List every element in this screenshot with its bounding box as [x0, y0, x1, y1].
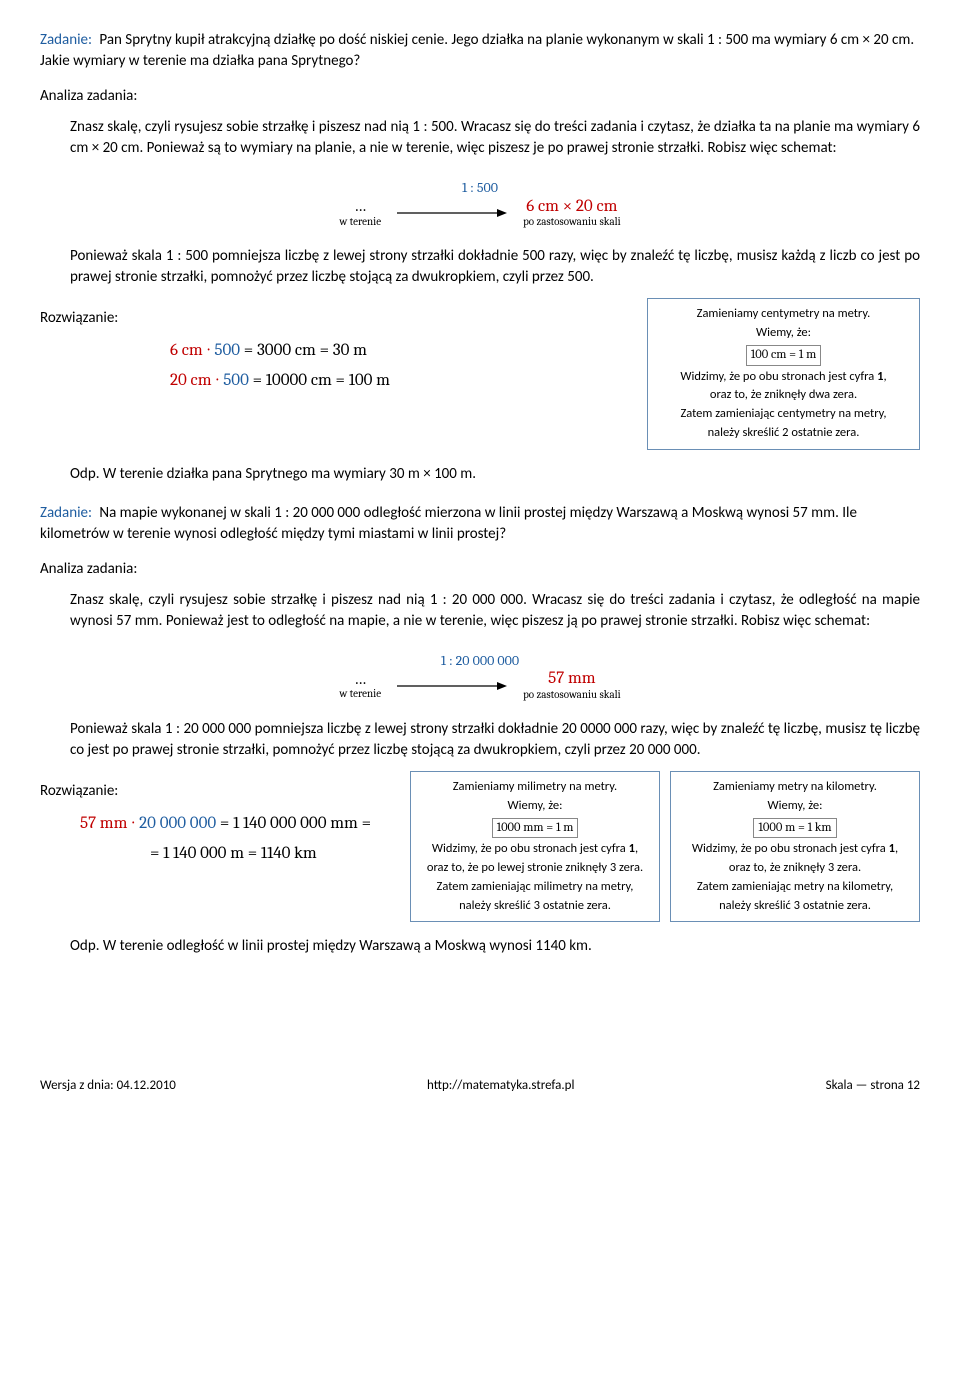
diagram-left-sub: w terenie	[339, 216, 381, 228]
scale-diagram-1: 1 : 500 … w terenie 6 cm × 20 cm po zast…	[40, 177, 920, 228]
box-line: należy skreślić 3 ostatnie zera.	[679, 897, 911, 916]
box-text: ,	[635, 841, 638, 856]
box-line: Widzimy, że po obu stronach jest cyfra 1…	[656, 368, 911, 387]
analysis-label-2: Analiza zadania:	[40, 559, 920, 580]
equation-line: 57 mm ∙ 20 000 000 = 1 140 000 000 mm =	[80, 812, 396, 836]
diagram-right-value: 6 cm × 20 cm	[526, 198, 617, 217]
task-label: Zadanie:	[40, 31, 92, 49]
eq-part: 500	[214, 341, 240, 360]
explanation-1: Ponieważ skala 1 : 500 pomniejsza liczbę…	[70, 246, 920, 288]
answer-1: Odp. W terenie działka pana Sprytnego ma…	[70, 464, 920, 485]
eq-part: = 3000 cm = 30 m	[240, 341, 367, 360]
equations-1: 6 cm ∙ 500 = 3000 cm = 30 m 20 cm ∙ 500 …	[170, 339, 633, 393]
eq-part: = 1 140 000 000 mm =	[216, 814, 371, 833]
eq-part: 57 mm ∙	[80, 814, 139, 833]
task-2: Zadanie: Na mapie wykonanej w skali 1 : …	[40, 503, 920, 545]
equation-line: = 1 140 000 m = 1140 km	[150, 842, 396, 866]
task-text: Pan Sprytny kupił atrakcyjną działkę po …	[40, 31, 914, 70]
scale-label: 1 : 500	[462, 178, 498, 198]
eq-part: 20 000 000	[139, 814, 216, 833]
box-line: Zatem zamieniając metry na kilometry,	[679, 878, 911, 897]
equation-line: 6 cm ∙ 500 = 3000 cm = 30 m	[170, 339, 633, 363]
eq-part: = 10000 cm = 100 m	[249, 371, 390, 390]
box-text: Widzimy, że po obu stronach jest cyfra	[680, 369, 877, 384]
analysis-text-1: Znasz skalę, czyli rysujesz sobie strzał…	[70, 117, 920, 159]
box-line: Wiemy, że:	[656, 324, 911, 343]
arrow-right-icon	[397, 679, 507, 693]
analysis-label-1: Analiza zadania:	[40, 86, 920, 107]
box-line: Zatem zamieniając centymetry na metry,	[656, 405, 911, 424]
box-line: Wiemy, że:	[419, 797, 651, 816]
box-line: Zamieniamy centymetry na metry.	[656, 305, 911, 324]
diagram-right-sub: po zastosowaniu skali	[523, 689, 621, 701]
box-line: Zamieniamy milimetry na metry.	[419, 778, 651, 797]
footer-left: Wersja z dnia: 04.12.2010	[40, 1077, 176, 1095]
box-line: Widzimy, że po obu stronach jest cyfra 1…	[419, 840, 651, 859]
conversion-box-2: Zamieniamy milimetry na metry. Wiemy, że…	[410, 771, 660, 922]
page-footer: Wersja z dnia: 04.12.2010 http://matemat…	[40, 1077, 920, 1095]
box-line: Wiemy, że:	[679, 797, 911, 816]
eq-part: 500	[223, 371, 249, 390]
scale-prefix: 1 :	[441, 652, 453, 669]
footer-right: Skala — strona 12	[826, 1077, 920, 1095]
box-formula: 1000 m = 1 km	[753, 818, 836, 839]
diagram-left-dots: …	[354, 198, 366, 216]
solution-label-1: Rozwiązanie:	[40, 308, 633, 329]
box-text: ,	[883, 369, 886, 384]
box-formula: 1000 mm = 1 m	[492, 818, 579, 839]
box-text: ,	[895, 841, 898, 856]
task-text: Na mapie wykonanej w skali 1 : 20 000 00…	[40, 504, 857, 543]
conversion-box-3: Zamieniamy metry na kilometry. Wiemy, że…	[670, 771, 920, 922]
scale-value: 500	[477, 179, 498, 196]
solution-label-2: Rozwiązanie:	[40, 781, 396, 802]
eq-part: 20 cm ∙	[170, 371, 223, 390]
equations-2: 57 mm ∙ 20 000 000 = 1 140 000 000 mm = …	[80, 812, 396, 866]
conversion-box-1: Zamieniamy centymetry na metry. Wiemy, ż…	[647, 298, 920, 449]
box-line: Zatem zamieniając milimetry na metry,	[419, 878, 651, 897]
scale-value: 20 000 000	[456, 652, 519, 669]
box-line: należy skreślić 2 ostatnie zera.	[656, 424, 911, 443]
diagram-left-dots: …	[354, 671, 366, 689]
scale-label: 1 : 20 000 000	[441, 651, 519, 671]
diagram-right-value: 57 mm	[548, 670, 595, 689]
task-1: Zadanie: Pan Sprytny kupił atrakcyjną dz…	[40, 30, 920, 72]
task-label: Zadanie:	[40, 504, 92, 522]
answer-2: Odp. W terenie odległość w linii prostej…	[70, 936, 920, 957]
footer-center: http://matematyka.strefa.pl	[427, 1077, 574, 1095]
box-formula: 100 cm = 1 m	[746, 345, 822, 366]
equation-line: 20 cm ∙ 500 = 10000 cm = 100 m	[170, 369, 633, 393]
box-text: Widzimy, że po obu stronach jest cyfra	[692, 841, 889, 856]
analysis-text-2: Znasz skalę, czyli rysujesz sobie strzał…	[70, 590, 920, 632]
eq-part: 6 cm ∙	[170, 341, 214, 360]
box-line: oraz to, że zniknęły 3 zera.	[679, 859, 911, 878]
arrow-right-icon	[397, 206, 507, 220]
box-line: należy skreślić 3 ostatnie zera.	[419, 897, 651, 916]
box-line: Zamieniamy metry na kilometry.	[679, 778, 911, 797]
scale-diagram-2: 1 : 20 000 000 … w terenie 57 mm po zast…	[40, 650, 920, 701]
box-line: oraz to, że zniknęły dwa zera.	[656, 386, 911, 405]
box-line: Widzimy, że po obu stronach jest cyfra 1…	[679, 840, 911, 859]
box-text: Widzimy, że po obu stronach jest cyfra	[432, 841, 629, 856]
diagram-left-sub: w terenie	[339, 688, 381, 700]
scale-prefix: 1 :	[462, 179, 474, 196]
box-line: oraz to, że po lewej stronie zniknęły 3 …	[419, 859, 651, 878]
diagram-right-sub: po zastosowaniu skali	[523, 216, 621, 228]
explanation-2: Ponieważ skala 1 : 20 000 000 pomniejsza…	[70, 719, 920, 761]
